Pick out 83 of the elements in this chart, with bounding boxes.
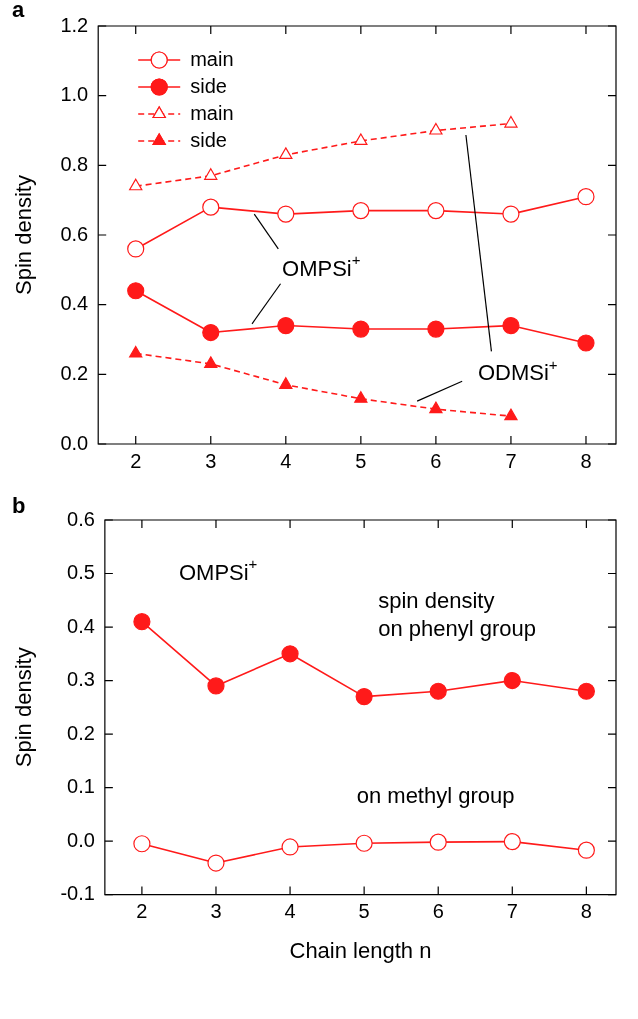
y-tick-label: 0.8 bbox=[60, 152, 89, 175]
point bbox=[354, 133, 368, 146]
point bbox=[133, 835, 151, 853]
x-tick-label: 4 bbox=[280, 449, 292, 472]
point bbox=[427, 202, 445, 220]
x-axis-title: Chain length n bbox=[289, 937, 432, 963]
point bbox=[202, 198, 220, 216]
point bbox=[277, 316, 295, 335]
y-tick-label: 1.0 bbox=[60, 83, 89, 106]
annotation: OMPSi+ bbox=[282, 251, 361, 281]
point bbox=[504, 115, 518, 128]
point bbox=[129, 345, 143, 358]
point bbox=[577, 841, 595, 859]
y-tick-label: 0.6 bbox=[60, 222, 89, 245]
x-tick-label: 2 bbox=[136, 900, 148, 923]
y-tick-label: 0.2 bbox=[67, 721, 95, 744]
point bbox=[277, 205, 295, 223]
annotation: OMPSi+ bbox=[178, 554, 258, 585]
point bbox=[427, 320, 445, 338]
point bbox=[429, 682, 447, 700]
annotation: on methyl group bbox=[356, 783, 515, 809]
point bbox=[503, 833, 521, 851]
y-tick-label: 0.0 bbox=[67, 828, 95, 851]
y-tick-label: 0.3 bbox=[67, 668, 95, 691]
point bbox=[429, 833, 447, 851]
point bbox=[352, 320, 370, 338]
y-tick-label: 0.5 bbox=[67, 561, 95, 584]
point bbox=[281, 838, 299, 856]
y-axis-title: Spin density bbox=[11, 647, 37, 768]
y-tick-label: -0.1 bbox=[60, 882, 95, 905]
y-tick-label: 0.6 bbox=[67, 507, 95, 530]
point bbox=[127, 240, 145, 258]
x-tick-label: 7 bbox=[505, 449, 517, 472]
y-tick-label: 0.0 bbox=[60, 431, 89, 454]
x-tick-label: 6 bbox=[430, 449, 442, 472]
point bbox=[354, 391, 368, 403]
x-tick-label: 4 bbox=[284, 900, 296, 923]
point bbox=[204, 356, 218, 368]
point bbox=[355, 688, 373, 706]
y-tick-label: 0.4 bbox=[60, 292, 89, 315]
point bbox=[429, 122, 443, 135]
point bbox=[279, 147, 293, 159]
point bbox=[207, 677, 225, 695]
legend-label: main bbox=[190, 101, 234, 124]
point bbox=[502, 205, 520, 223]
x-tick-label: 3 bbox=[205, 449, 217, 472]
y-tick-label: 0.4 bbox=[67, 614, 95, 637]
point bbox=[202, 323, 220, 342]
point bbox=[577, 334, 595, 352]
y-tick-label: 0.2 bbox=[60, 361, 89, 384]
x-tick-label: 7 bbox=[506, 900, 518, 923]
point bbox=[429, 401, 443, 414]
chart-title: a bbox=[12, 0, 25, 23]
point bbox=[577, 188, 595, 206]
x-tick-label: 5 bbox=[358, 900, 370, 923]
point bbox=[204, 168, 218, 180]
annotation: spin density on phenyl group bbox=[378, 588, 537, 642]
y-tick-label: 0.1 bbox=[67, 775, 95, 798]
point bbox=[129, 178, 143, 191]
legend-label: side bbox=[190, 74, 227, 97]
annotation: ODMSi+ bbox=[477, 355, 558, 386]
y-tick-label: 1.2 bbox=[60, 13, 89, 36]
point bbox=[133, 613, 151, 631]
x-tick-label: 8 bbox=[580, 900, 592, 923]
legend-label: main bbox=[190, 47, 234, 70]
x-tick-label: 6 bbox=[432, 900, 444, 923]
point bbox=[577, 682, 595, 700]
point bbox=[281, 645, 299, 663]
chart-title: b bbox=[12, 493, 26, 519]
point bbox=[502, 316, 520, 335]
x-tick-label: 5 bbox=[355, 449, 367, 472]
point bbox=[207, 854, 225, 872]
legend-label: side bbox=[190, 128, 227, 151]
point bbox=[355, 834, 373, 852]
point bbox=[503, 671, 521, 690]
point bbox=[127, 282, 145, 300]
y-axis-title: Spin density bbox=[11, 175, 37, 295]
x-tick-label: 3 bbox=[210, 900, 222, 923]
point bbox=[279, 377, 293, 389]
x-tick-label: 2 bbox=[130, 449, 142, 472]
x-tick-label: 8 bbox=[580, 449, 592, 472]
point bbox=[504, 408, 518, 421]
point bbox=[352, 202, 370, 220]
